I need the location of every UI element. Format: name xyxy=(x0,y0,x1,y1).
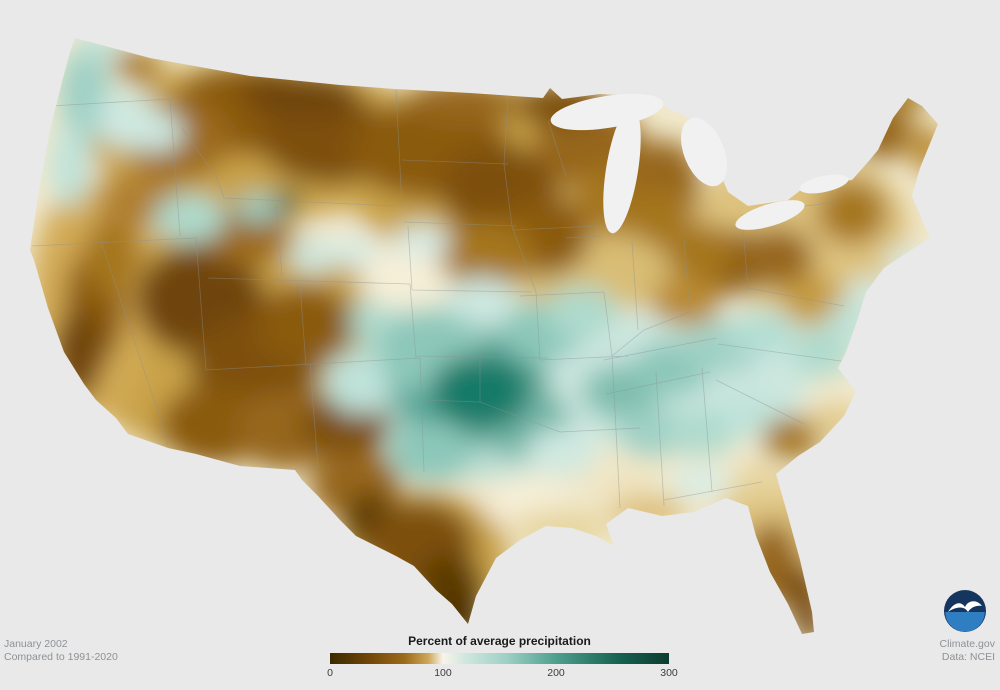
precipitation-anomaly-raster xyxy=(30,38,938,634)
credits: Climate.gov Data: NCEI xyxy=(940,638,995,664)
noaa-logo-ocean xyxy=(945,612,985,632)
climate-gov-credit: Climate.gov xyxy=(939,638,995,650)
legend-tick-0: 0 xyxy=(327,667,333,679)
data-source-credit: Data: NCEI xyxy=(941,651,995,663)
date-label: January 2002 xyxy=(4,638,68,650)
legend-tick-300: 300 xyxy=(660,667,678,679)
legend-tick-200: 200 xyxy=(547,667,565,679)
noaa-logo-icon xyxy=(944,590,986,632)
state-borders xyxy=(31,89,849,509)
date-caption: January 2002 Compared to 1991-2020 xyxy=(4,638,118,664)
legend-tick-labels: 0 100 200 300 xyxy=(327,667,678,680)
legend: Percent of average precipitation 0 100 2… xyxy=(327,634,678,680)
lake-huron xyxy=(681,117,727,187)
us-landmass xyxy=(30,38,938,634)
lake-michigan xyxy=(603,106,641,234)
lake-ontario xyxy=(799,174,849,194)
great-lakes xyxy=(550,93,849,234)
baseline-label: Compared to 1991-2020 xyxy=(4,651,118,663)
legend-colorbar xyxy=(330,653,669,664)
legend-title: Percent of average precipitation xyxy=(408,634,591,648)
legend-tick-100: 100 xyxy=(434,667,452,679)
noaa-logo-seagull xyxy=(948,601,982,612)
lake-erie xyxy=(735,200,805,230)
